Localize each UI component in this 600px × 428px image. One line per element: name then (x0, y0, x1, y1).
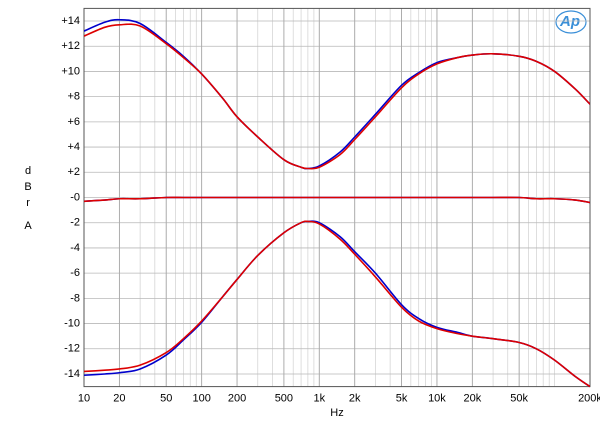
x-tick-label: 20k (463, 393, 481, 405)
series-line (84, 220, 590, 388)
x-tick-label: 50 (160, 393, 172, 405)
x-tick-label: 20 (113, 393, 125, 405)
x-tick-label: 500 (275, 393, 293, 405)
plot-frame (83, 7, 591, 388)
y-tick-label: +4 (67, 141, 80, 153)
y-tick-label: +2 (67, 166, 80, 178)
y-tick-label: -10 (64, 317, 80, 329)
y-tick-label: +14 (61, 15, 80, 27)
x-tick-label: 200k (578, 393, 600, 405)
x-tick-label: 5k (396, 393, 408, 405)
x-tick-label: 100 (192, 393, 210, 405)
y-tick-label: -8 (70, 292, 80, 304)
x-tick-label: 10 (78, 393, 90, 405)
x-tick-label: 50k (510, 393, 528, 405)
logo-text: Ap (559, 13, 580, 30)
y-tick-label: +6 (67, 116, 80, 128)
y-tick-label: -12 (64, 343, 80, 355)
y-tick-label: +10 (61, 65, 80, 77)
y-tick-label: +8 (67, 91, 80, 103)
y-tick-label: -2 (70, 217, 80, 229)
series-line (84, 18, 590, 170)
x-axis-label: Hz (330, 407, 343, 419)
x-tick-label: 1k (313, 393, 325, 405)
x-tick-label: 2k (349, 393, 361, 405)
x-tick-label: 10k (428, 393, 446, 405)
logo-ring (555, 10, 587, 34)
series-line (84, 220, 590, 388)
logo: Ap (555, 10, 587, 34)
x-tick-label: 200 (228, 393, 246, 405)
y-axis-label: dBr (22, 165, 34, 213)
y-axis-label-unit: A (24, 220, 32, 232)
series-line (84, 196, 590, 204)
series-line (84, 23, 590, 170)
y-tick-label: -4 (70, 242, 80, 254)
y-tick-label: -6 (70, 267, 80, 279)
y-tick-label: +12 (61, 40, 80, 52)
y-tick-label: -0 (70, 191, 80, 203)
y-tick-label: -14 (64, 368, 80, 380)
